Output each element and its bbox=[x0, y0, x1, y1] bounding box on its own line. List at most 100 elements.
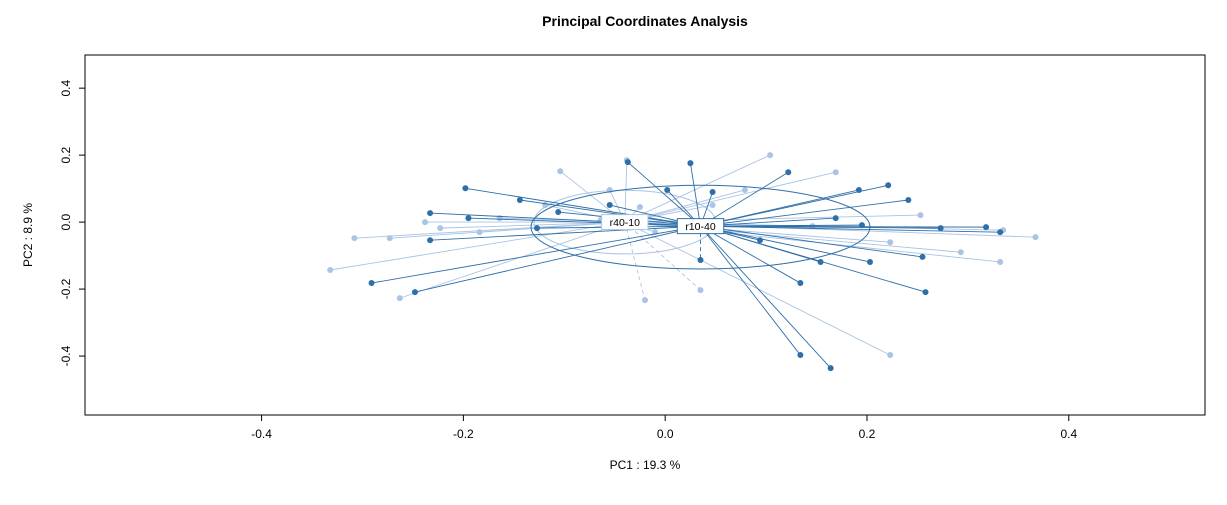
group-ellipse bbox=[530, 184, 871, 270]
data-point bbox=[462, 185, 469, 192]
data-point bbox=[534, 225, 541, 232]
data-point bbox=[797, 352, 804, 359]
spider-line bbox=[700, 225, 923, 258]
y-axis-label: PC2 : 8.9 % bbox=[21, 203, 35, 267]
x-axis-label: PC1 : 19.3 % bbox=[610, 458, 681, 472]
data-point bbox=[664, 186, 671, 193]
y-tick-label: -0.2 bbox=[59, 278, 73, 299]
data-point bbox=[767, 152, 774, 159]
x-tick-label: -0.4 bbox=[251, 427, 272, 441]
data-point bbox=[997, 229, 1004, 236]
data-point bbox=[905, 197, 912, 204]
spider-line bbox=[689, 163, 701, 227]
spider-line bbox=[700, 225, 871, 263]
data-point bbox=[922, 289, 929, 296]
x-tick-label: 0.2 bbox=[859, 427, 876, 441]
spider-line bbox=[627, 161, 701, 227]
data-point bbox=[555, 209, 562, 216]
spider-line bbox=[700, 225, 1001, 233]
spider-line bbox=[700, 225, 801, 284]
spider-line bbox=[700, 199, 909, 227]
data-point bbox=[437, 225, 444, 232]
centroid-label-box bbox=[676, 218, 725, 235]
spider-line bbox=[624, 221, 646, 301]
spider-line bbox=[465, 187, 701, 227]
data-point bbox=[427, 237, 434, 244]
data-point bbox=[624, 159, 631, 166]
spider-line bbox=[624, 171, 836, 223]
x-tick-label: -0.2 bbox=[453, 427, 474, 441]
spider-line bbox=[468, 217, 701, 227]
data-point bbox=[997, 258, 1004, 265]
spider-line bbox=[700, 225, 801, 356]
data-point bbox=[411, 289, 418, 296]
data-point bbox=[697, 256, 704, 263]
y-tick-label: 0.2 bbox=[59, 146, 73, 163]
data-point bbox=[476, 229, 483, 236]
spider-line bbox=[519, 199, 701, 227]
data-point bbox=[606, 202, 613, 209]
data-point bbox=[368, 280, 375, 287]
plot-layer: -0.4 -0.2 0.0 0.2 0.4 -0.4 -0.2 0.0 0.2 0.4 r40-10… bbox=[59, 54, 1206, 441]
y-tick-label: 0.4 bbox=[59, 79, 73, 96]
spider-line bbox=[430, 212, 701, 227]
data-point bbox=[697, 287, 704, 294]
data-point bbox=[885, 182, 892, 189]
data-point bbox=[937, 225, 944, 232]
data-point bbox=[919, 253, 926, 260]
data-point bbox=[1032, 234, 1039, 241]
data-point bbox=[757, 237, 764, 244]
spider-line bbox=[624, 160, 628, 223]
spider-line bbox=[479, 221, 625, 233]
spider-line bbox=[700, 225, 831, 369]
data-point bbox=[427, 210, 434, 217]
data-point bbox=[855, 186, 862, 193]
spider-line bbox=[624, 221, 701, 291]
data-point bbox=[887, 239, 894, 246]
spider-line bbox=[430, 225, 701, 241]
spider-line bbox=[371, 225, 701, 284]
data-point bbox=[687, 160, 694, 167]
data-point bbox=[957, 249, 964, 256]
centroid-label-box bbox=[601, 214, 649, 231]
spider-line bbox=[700, 225, 926, 293]
data-point bbox=[396, 295, 403, 302]
data-point bbox=[741, 186, 748, 193]
data-point bbox=[785, 169, 792, 176]
x-tick-label: 0.0 bbox=[657, 427, 674, 441]
spider-line bbox=[700, 171, 789, 227]
spider-line bbox=[330, 221, 625, 271]
data-point bbox=[465, 215, 472, 222]
data-point bbox=[557, 168, 564, 175]
centroid-label: r10-40 bbox=[685, 221, 716, 233]
centroid-label: r40-10 bbox=[610, 217, 641, 229]
chart-title: Principal Coordinates Analysis bbox=[542, 13, 748, 29]
data-point bbox=[917, 212, 924, 219]
data-point bbox=[642, 297, 648, 304]
data-point bbox=[827, 365, 834, 372]
spider-line bbox=[399, 221, 625, 299]
data-point bbox=[327, 266, 334, 273]
data-point bbox=[351, 235, 358, 242]
data-point bbox=[867, 258, 874, 265]
data-point bbox=[422, 219, 429, 226]
data-point bbox=[817, 258, 824, 265]
data-point bbox=[858, 222, 865, 229]
data-point bbox=[797, 280, 804, 287]
data-point bbox=[709, 188, 716, 195]
data-point bbox=[983, 224, 990, 231]
y-tick-label: 0.0 bbox=[59, 213, 73, 230]
data-point bbox=[636, 204, 643, 211]
spider-line bbox=[414, 225, 701, 293]
data-point bbox=[887, 352, 894, 359]
data-point bbox=[709, 202, 716, 209]
plot-border bbox=[84, 54, 1206, 416]
y-tick-label: -0.4 bbox=[59, 345, 73, 366]
data-point bbox=[832, 215, 839, 222]
spider-line bbox=[624, 214, 921, 223]
x-tick-label: 0.4 bbox=[1060, 427, 1077, 441]
data-point bbox=[516, 197, 523, 204]
data-point bbox=[386, 235, 393, 242]
